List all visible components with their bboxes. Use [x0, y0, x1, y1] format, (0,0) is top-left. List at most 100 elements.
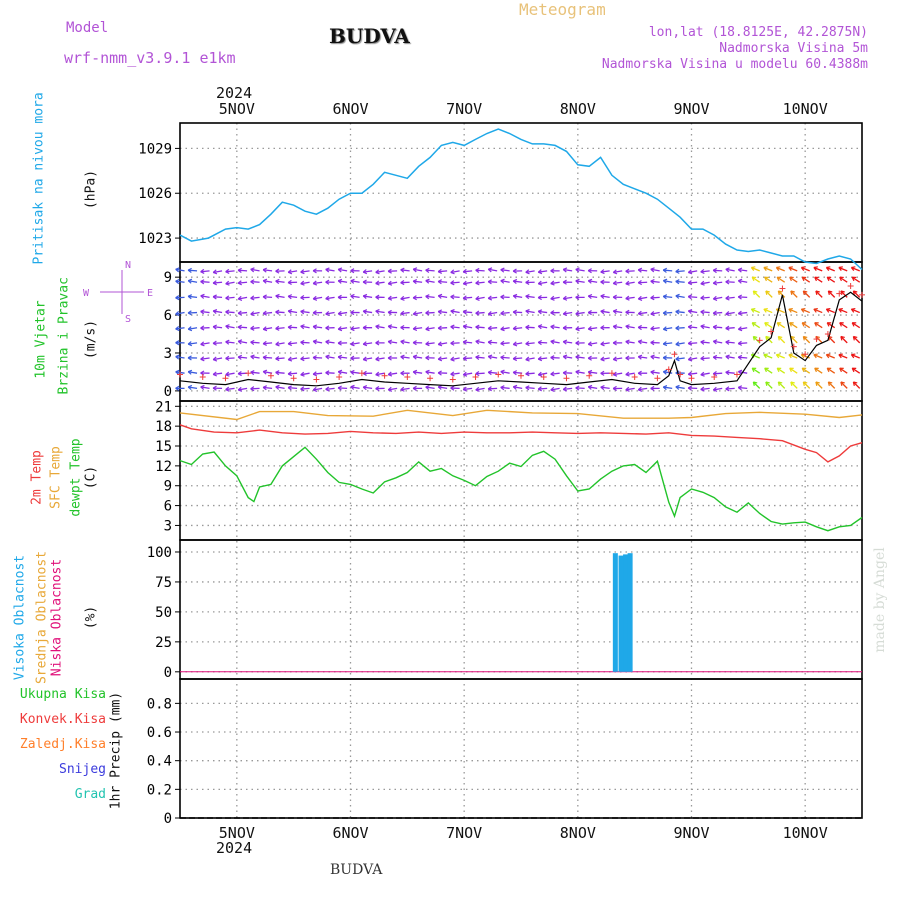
wind-arrow-head	[350, 309, 355, 314]
wind-arrow	[790, 381, 798, 389]
legend-convective-rain: Konvek.Kisa	[19, 712, 106, 727]
wind-arrow-head	[387, 355, 392, 359]
wind-arrow	[789, 367, 798, 374]
wind-arrow	[700, 281, 710, 285]
wind-arrow	[713, 296, 723, 300]
wind-arrow	[500, 327, 510, 330]
wind-arrow-head	[587, 341, 592, 345]
wind-arrow-head	[425, 267, 430, 271]
wind-arrow	[225, 387, 235, 391]
wind-arrow	[638, 340, 648, 344]
wind-arrow	[751, 276, 761, 283]
wind-arrow	[826, 354, 835, 359]
wind-arrow	[688, 357, 698, 361]
wind-arrow-head	[662, 310, 667, 314]
wind-arrow-head	[851, 307, 856, 310]
wind-arrow-head	[625, 386, 630, 391]
wind-arrow-head	[337, 385, 342, 389]
wind-arrow	[713, 311, 723, 314]
wind-arrow	[213, 296, 223, 299]
day-label-top: 9NOV	[673, 100, 709, 118]
y-tick-label: 75	[155, 575, 172, 591]
wind-arrow-head	[237, 280, 242, 284]
wind-arrow-head	[338, 369, 343, 373]
wind-arrow-head	[851, 266, 856, 269]
wind-arrow	[826, 367, 836, 374]
wind-arrow	[363, 342, 373, 345]
day-label-bottom: 5NOV	[219, 824, 255, 842]
wind-speed-line	[179, 291, 863, 387]
wind-arrow	[488, 296, 498, 300]
wind-arrow-head	[713, 339, 718, 342]
wind-arrow-head	[600, 356, 605, 360]
wind-arrow	[513, 386, 523, 390]
wind-arrow-head	[488, 354, 493, 357]
wind-arrow-head	[853, 381, 858, 384]
wind-arrow	[525, 326, 535, 329]
wind-arrow	[250, 371, 260, 374]
wind-arrow-head	[637, 370, 642, 374]
wind-arrow	[713, 387, 723, 391]
wind-arrow	[713, 340, 723, 344]
wind-arrow-head	[437, 370, 442, 374]
wind-arrow	[575, 268, 585, 272]
wind-arrow-head	[462, 268, 467, 273]
wind-arrow-head	[200, 268, 205, 273]
wind-arrow-head	[513, 384, 518, 388]
wind-arrow-head	[287, 385, 292, 389]
wind-arrow-head	[175, 278, 180, 282]
wind-arrow-head	[712, 324, 718, 328]
wind-arrow	[588, 280, 598, 283]
wind-arrow-head	[700, 295, 705, 299]
y-tick-label: 21	[155, 399, 172, 415]
day-label-top: 5NOV	[219, 100, 255, 118]
wind-arrow	[250, 355, 260, 359]
wind-arrow-head	[187, 341, 192, 345]
wind-arrow-head	[650, 295, 655, 299]
wind-arrow-head	[237, 386, 242, 391]
wind-arrow-head	[700, 324, 705, 327]
wind-arrow	[851, 308, 860, 314]
panel-frame	[179, 678, 863, 819]
wind-arrow-head	[325, 279, 330, 283]
y-tick-label: 1026	[138, 186, 172, 202]
wind-arrow-head	[425, 341, 430, 345]
wind-arrow	[413, 371, 423, 374]
wind-arrow	[463, 270, 473, 273]
wind-arrow-head	[250, 354, 255, 357]
wind-arrow-head	[287, 356, 292, 361]
wind-arrow	[213, 270, 223, 274]
wind-arrow-head	[200, 356, 205, 360]
wind-arrow-head	[362, 341, 367, 345]
wind-arrow	[238, 340, 248, 344]
wind-arrow	[826, 276, 836, 283]
wind-arrow-head	[513, 293, 518, 297]
wind-arrow-head	[650, 325, 655, 330]
wind-arrow-head	[375, 309, 380, 312]
wind-arrow	[463, 296, 473, 299]
wind-arrow	[525, 342, 535, 345]
wind-arrow	[738, 269, 748, 272]
wind-arrow-head	[262, 294, 267, 298]
day-label-top: 6NOV	[332, 100, 368, 118]
wind-arrow	[225, 341, 235, 344]
wind-arrow	[425, 269, 435, 272]
wind-arrow-head	[751, 266, 756, 269]
wind-arrow	[738, 386, 748, 390]
year-label-top: 2024	[216, 84, 253, 102]
wind-arrow-head	[751, 307, 756, 310]
day-label-bottom: 10NOV	[783, 824, 828, 842]
wind-arrow	[213, 326, 223, 329]
wind-arrow	[538, 325, 548, 329]
model-name: wrf-nmm_v3.9.1 e1km	[64, 49, 236, 67]
wind-arrow-head	[450, 308, 455, 312]
wind-arrow-head	[537, 339, 542, 343]
wind-arrow	[600, 270, 610, 273]
wind-arrow	[839, 367, 848, 374]
wind-arrow-head	[725, 295, 730, 299]
wind-arrow	[288, 386, 298, 390]
wind-arrow	[751, 322, 761, 329]
wind-arrow-head	[475, 280, 480, 284]
